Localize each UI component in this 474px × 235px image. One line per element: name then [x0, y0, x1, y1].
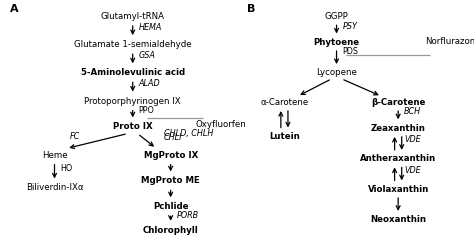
Text: A: A	[10, 4, 18, 14]
Text: Violaxanthin: Violaxanthin	[367, 185, 429, 194]
Text: BCH: BCH	[404, 107, 421, 116]
Text: MgProto IX: MgProto IX	[144, 151, 198, 160]
Text: 5-Aminolevulinic acid: 5-Aminolevulinic acid	[81, 68, 185, 77]
Text: FC: FC	[70, 132, 80, 141]
Text: Biliverdin-IXα: Biliverdin-IXα	[26, 184, 83, 192]
Text: PORB: PORB	[176, 211, 199, 219]
Text: HO: HO	[61, 164, 73, 172]
Text: Lutein: Lutein	[269, 132, 300, 141]
Text: VDE: VDE	[404, 135, 421, 144]
Text: Protoporphyrinogen IX: Protoporphyrinogen IX	[84, 97, 181, 106]
Text: α-Carotene: α-Carotene	[260, 98, 309, 107]
Text: Neoxanthin: Neoxanthin	[370, 215, 426, 224]
Text: Heme: Heme	[42, 151, 67, 160]
Text: Oxyfluorfen: Oxyfluorfen	[195, 120, 246, 129]
Text: ALAD: ALAD	[138, 79, 160, 88]
Text: Antheraxanthin: Antheraxanthin	[360, 154, 436, 163]
Text: β-Carotene: β-Carotene	[371, 98, 425, 107]
Text: GSA: GSA	[138, 51, 155, 60]
Text: HEMA: HEMA	[138, 23, 162, 31]
Text: Lycopene: Lycopene	[316, 68, 357, 77]
Text: Phytoene: Phytoene	[313, 38, 360, 47]
Text: GGPP: GGPP	[325, 12, 348, 21]
Text: Glutamate 1-semialdehyde: Glutamate 1-semialdehyde	[74, 40, 191, 49]
Text: B: B	[247, 4, 255, 14]
Text: Proto IX: Proto IX	[113, 122, 153, 131]
Text: Chlorophyll: Chlorophyll	[143, 226, 199, 235]
Text: Norflurazon: Norflurazon	[425, 37, 474, 46]
Text: VDE: VDE	[404, 166, 421, 175]
Text: Zeaxanthin: Zeaxanthin	[371, 124, 426, 133]
Text: Pchlide: Pchlide	[153, 202, 188, 211]
Text: PDS: PDS	[342, 47, 358, 56]
Text: CHLD, CHLH: CHLD, CHLH	[164, 129, 213, 138]
Text: CHLI: CHLI	[164, 133, 182, 142]
Text: MgProto ME: MgProto ME	[141, 176, 200, 185]
Text: Glutamyl-tRNA: Glutamyl-tRNA	[100, 12, 165, 21]
Text: PPO: PPO	[138, 106, 155, 115]
Text: PSY: PSY	[342, 22, 357, 31]
